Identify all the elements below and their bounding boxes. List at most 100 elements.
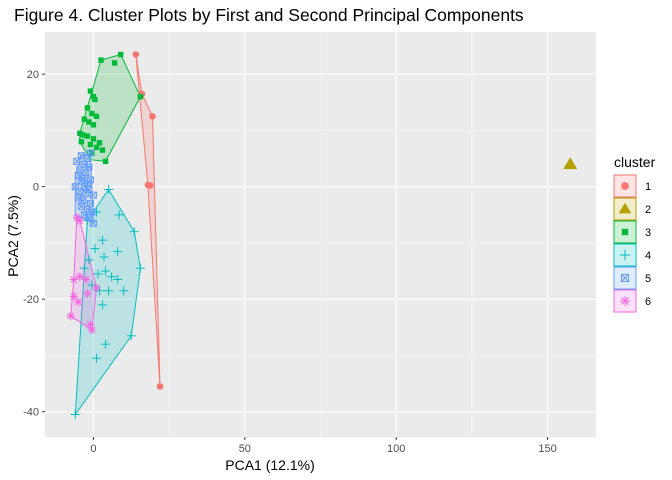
legend-item-1: 1 bbox=[613, 174, 651, 198]
data-point-cluster-6 bbox=[87, 325, 97, 335]
data-point-cluster-4 bbox=[135, 263, 145, 273]
data-point-cluster-4 bbox=[91, 207, 101, 217]
data-point-cluster-1 bbox=[156, 383, 164, 390]
data-point-cluster-3 bbox=[77, 130, 83, 136]
data-point-cluster-1 bbox=[149, 113, 156, 120]
legend-label-2: 2 bbox=[645, 204, 651, 216]
data-point-cluster-3 bbox=[92, 96, 98, 103]
legend-label-3: 3 bbox=[645, 227, 651, 239]
minor-gridlines bbox=[45, 32, 596, 437]
data-point-cluster-3 bbox=[87, 141, 94, 148]
y-axis-ticks: -40 -20 0 20 bbox=[23, 69, 45, 419]
cluster-hulls bbox=[70, 53, 161, 417]
data-point-cluster-4 bbox=[114, 210, 124, 220]
data-point-cluster-3 bbox=[93, 113, 100, 120]
cluster-hull-3 bbox=[79, 53, 141, 162]
data-point-cluster-6 bbox=[75, 272, 85, 281]
data-point-cluster-4 bbox=[98, 300, 108, 310]
data-point-cluster-3 bbox=[87, 88, 94, 94]
data-point-cluster-4 bbox=[107, 272, 117, 282]
y-axis-title: PCA2 (7.5%) bbox=[5, 195, 21, 277]
data-point-cluster-3 bbox=[80, 132, 86, 138]
cluster-hull-1 bbox=[135, 54, 161, 387]
data-point-cluster-5 bbox=[89, 191, 97, 199]
legend-item-5: 5 bbox=[613, 266, 651, 290]
x-axis-ticks: 0 50 100 150 bbox=[90, 437, 557, 455]
chart-title: Figure 4. Cluster Plots by First and Sec… bbox=[14, 5, 524, 25]
data-point-cluster-3 bbox=[86, 119, 92, 125]
x-tick-label: 150 bbox=[538, 443, 556, 455]
data-point-cluster-5 bbox=[71, 183, 79, 191]
major-gridlines bbox=[45, 32, 596, 437]
data-point-cluster-4 bbox=[87, 280, 97, 290]
data-point-cluster-3 bbox=[81, 116, 88, 122]
data-point-cluster-4 bbox=[113, 275, 123, 284]
data-point-cluster-4 bbox=[104, 185, 114, 194]
legend-glyph-4 bbox=[619, 249, 631, 261]
data-point-cluster-3 bbox=[78, 138, 85, 145]
data-point-cluster-2 bbox=[563, 157, 578, 170]
data-point-cluster-3 bbox=[84, 133, 91, 139]
data-point-cluster-6 bbox=[74, 297, 83, 307]
cluster-hull-4 bbox=[74, 188, 141, 417]
data-point-cluster-4 bbox=[91, 353, 101, 363]
data-point-cluster-3 bbox=[93, 144, 100, 151]
data-point-cluster-4 bbox=[113, 246, 123, 256]
data-point-cluster-6 bbox=[69, 292, 78, 301]
data-point-cluster-3 bbox=[96, 140, 103, 146]
data-point-cluster-4 bbox=[101, 339, 111, 349]
data-point-cluster-4 bbox=[98, 235, 108, 245]
data-point-cluster-3 bbox=[99, 147, 106, 153]
data-point-cluster-4 bbox=[101, 266, 111, 276]
y-tick-label: 0 bbox=[33, 182, 39, 194]
data-point-cluster-5 bbox=[85, 214, 93, 222]
data-point-cluster-5 bbox=[88, 208, 96, 216]
data-point-cluster-6 bbox=[66, 311, 75, 321]
data-point-cluster-3 bbox=[90, 93, 97, 100]
data-point-cluster-4 bbox=[126, 331, 136, 341]
legend-label-1: 1 bbox=[645, 181, 651, 193]
data-point-cluster-1 bbox=[147, 182, 154, 189]
legend-item-2: 2 bbox=[613, 197, 651, 221]
y-tick-label: 20 bbox=[27, 69, 39, 81]
data-point-cluster-3 bbox=[89, 110, 95, 117]
data-point-cluster-3 bbox=[89, 150, 95, 156]
y-tick-label: -20 bbox=[23, 294, 39, 306]
data-point-cluster-4 bbox=[104, 286, 114, 296]
legend-label-5: 5 bbox=[645, 273, 651, 285]
data-point-cluster-4 bbox=[129, 227, 139, 237]
data-point-cluster-4 bbox=[93, 269, 103, 279]
data-point-cluster-4 bbox=[90, 244, 100, 254]
x-tick-label: 50 bbox=[239, 443, 251, 455]
cluster-points bbox=[66, 51, 578, 419]
data-point-cluster-6 bbox=[69, 275, 78, 284]
legend-title: cluster bbox=[614, 154, 656, 170]
data-point-cluster-6 bbox=[92, 283, 101, 293]
data-point-cluster-4 bbox=[84, 255, 94, 265]
legend-label-6: 6 bbox=[645, 296, 651, 308]
legend-item-3: 3 bbox=[613, 220, 651, 244]
x-tick-label: 0 bbox=[90, 443, 96, 455]
y-tick-label: -40 bbox=[23, 407, 39, 419]
data-point-cluster-6 bbox=[86, 320, 95, 329]
data-point-cluster-5 bbox=[89, 219, 97, 227]
legend-glyph-2 bbox=[618, 202, 632, 214]
data-point-cluster-5 bbox=[82, 189, 90, 197]
legend-glyph-5 bbox=[621, 274, 629, 282]
data-point-cluster-4 bbox=[79, 263, 89, 273]
data-point-cluster-4 bbox=[70, 410, 80, 419]
legend-item-4: 4 bbox=[613, 243, 651, 267]
data-point-cluster-4 bbox=[119, 286, 129, 296]
data-point-cluster-3 bbox=[117, 51, 124, 58]
data-point-cluster-1 bbox=[132, 51, 140, 58]
data-point-cluster-3 bbox=[90, 136, 97, 142]
data-point-cluster-6 bbox=[83, 289, 92, 298]
data-point-cluster-5 bbox=[83, 155, 91, 163]
legend-item-6: 6 bbox=[613, 289, 651, 313]
data-point-cluster-3 bbox=[90, 122, 97, 128]
legend-glyph-3 bbox=[621, 228, 629, 236]
data-point-cluster-5 bbox=[73, 157, 81, 165]
data-point-cluster-3 bbox=[98, 57, 104, 63]
legend: cluster 1 2 3 4 5 6 bbox=[613, 154, 656, 313]
